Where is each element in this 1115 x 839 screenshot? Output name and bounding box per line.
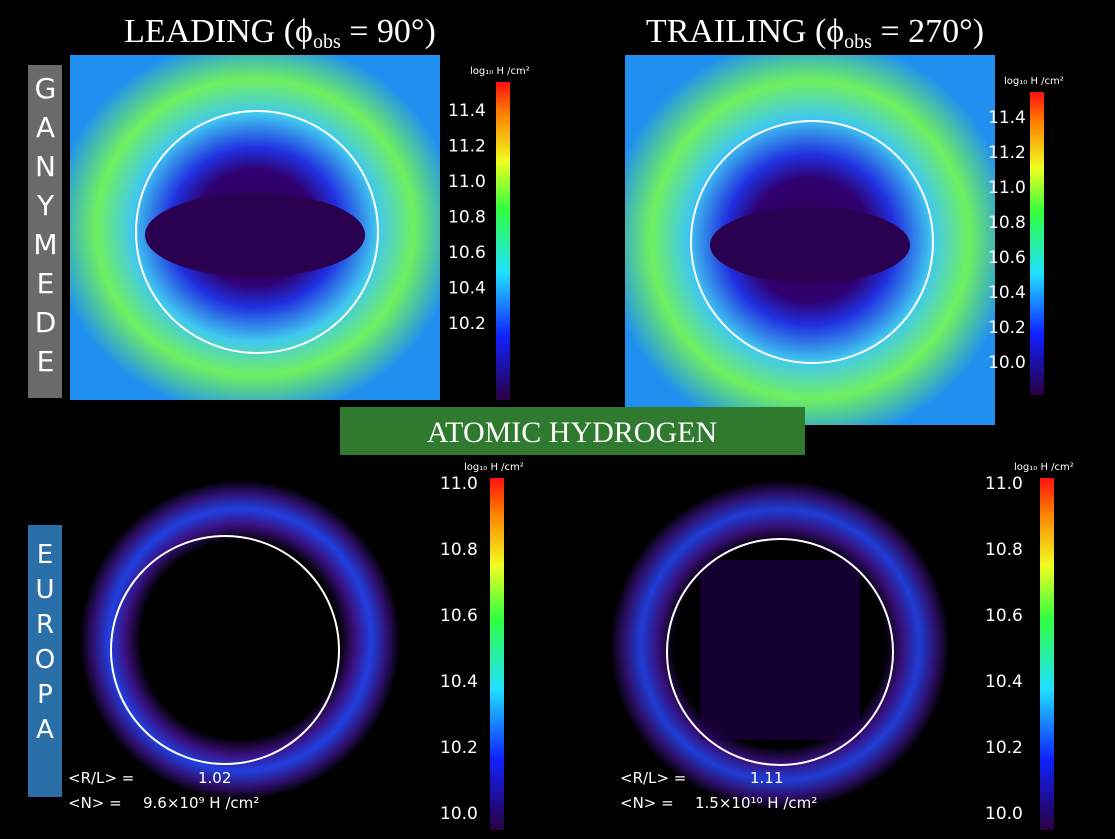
colorbar-unit: log₁₀ H /cm² [470, 66, 530, 77]
colorbar [1030, 92, 1044, 395]
row-label-box [28, 525, 62, 797]
colorbar-tick-label: 11.0 [985, 474, 1023, 494]
colorbar-tick-label: 10.8 [440, 540, 478, 560]
colorbars: log₁₀ H /cm² 11.4 11.2 11.0 10.8 10.6 10.4 10.2… [68, 66, 1074, 830]
colorbar-tick-label: 10.4 [988, 283, 1026, 303]
stat-label: <R/L> = [620, 769, 686, 787]
colorbar-tick-label: 11.2 [988, 143, 1026, 163]
colorbar [490, 478, 504, 830]
colorbar-tick-label: 10.6 [448, 243, 486, 263]
banner: ATOMIC HYDROGEN [427, 416, 717, 449]
colorbar-tick-label: 10.4 [448, 279, 486, 299]
moon-limb [690, 120, 934, 364]
colorbar-tick-label: 10.6 [440, 606, 478, 626]
colorbar-tick-label: 10.6 [985, 606, 1023, 626]
colorbar-tick-label: 10.2 [440, 738, 478, 758]
row-label-box [28, 65, 62, 398]
stat-label: <R/L> = [68, 769, 134, 787]
colorbar-tick-label: 11.0 [448, 172, 486, 192]
colorbar-tick-label: 10.4 [440, 672, 478, 692]
stat-value: 1.11 [750, 769, 783, 787]
row-label: EUROPA [30, 540, 60, 750]
colorbar-tick-label: 10.0 [988, 353, 1026, 373]
stat-label: <N> = [620, 794, 674, 812]
heatmap [80, 480, 400, 800]
column-title: TRAILING (ϕobs = 270°) [646, 13, 984, 53]
colorbar-unit: log₁₀ H /cm² [1004, 76, 1064, 87]
heatmap-core [710, 207, 910, 283]
row-label: GANYMEDE [29, 72, 62, 384]
colorbar-tick-label: 10.0 [440, 804, 478, 824]
moon-limb [135, 110, 379, 354]
colorbar-tick-label: 10.8 [988, 213, 1026, 233]
colorbar-tick-label: 10.2 [448, 314, 486, 334]
stat-value: 1.02 [198, 769, 231, 787]
colorbar-tick-label: 10.6 [988, 248, 1026, 268]
colorbar-tick-label: 11.2 [448, 137, 486, 157]
titles: LEADING (ϕobs = 90°) TRAILING (ϕobs = 27… [124, 13, 984, 53]
banner-box [340, 407, 805, 455]
colorbar-tick-label: 10.2 [985, 738, 1023, 758]
colorbar-tick-label: 10.0 [985, 804, 1023, 824]
colorbar-tick-label: 11.0 [988, 178, 1026, 198]
stat-label: <N> = [68, 794, 122, 812]
moon-limb [666, 538, 894, 766]
moon-limb [110, 535, 340, 765]
colorbar [496, 82, 510, 400]
column-title: LEADING (ϕobs = 90°) [124, 13, 436, 53]
colorbar-unit: log₁₀ H /cm² [464, 462, 524, 473]
colorbar-tick-label: 10.2 [988, 318, 1026, 338]
colorbar [1040, 478, 1054, 830]
heatmap-core [145, 193, 365, 277]
colorbar-tick-label: 10.8 [448, 208, 486, 228]
colorbar-tick-label: 11.4 [988, 108, 1026, 128]
colorbar-unit: log₁₀ H /cm² [1014, 462, 1074, 473]
stat-value: 1.5×10¹⁰ H /cm² [695, 794, 817, 812]
heatmap-interior [700, 560, 860, 740]
colorbar-tick-label: 10.4 [985, 672, 1023, 692]
colorbar-tick-label: 11.4 [448, 101, 486, 121]
stat-value: 9.6×10⁹ H /cm² [143, 794, 259, 812]
colorbar-tick-label: 10.8 [985, 540, 1023, 560]
colorbar-tick-label: 11.0 [440, 474, 478, 494]
